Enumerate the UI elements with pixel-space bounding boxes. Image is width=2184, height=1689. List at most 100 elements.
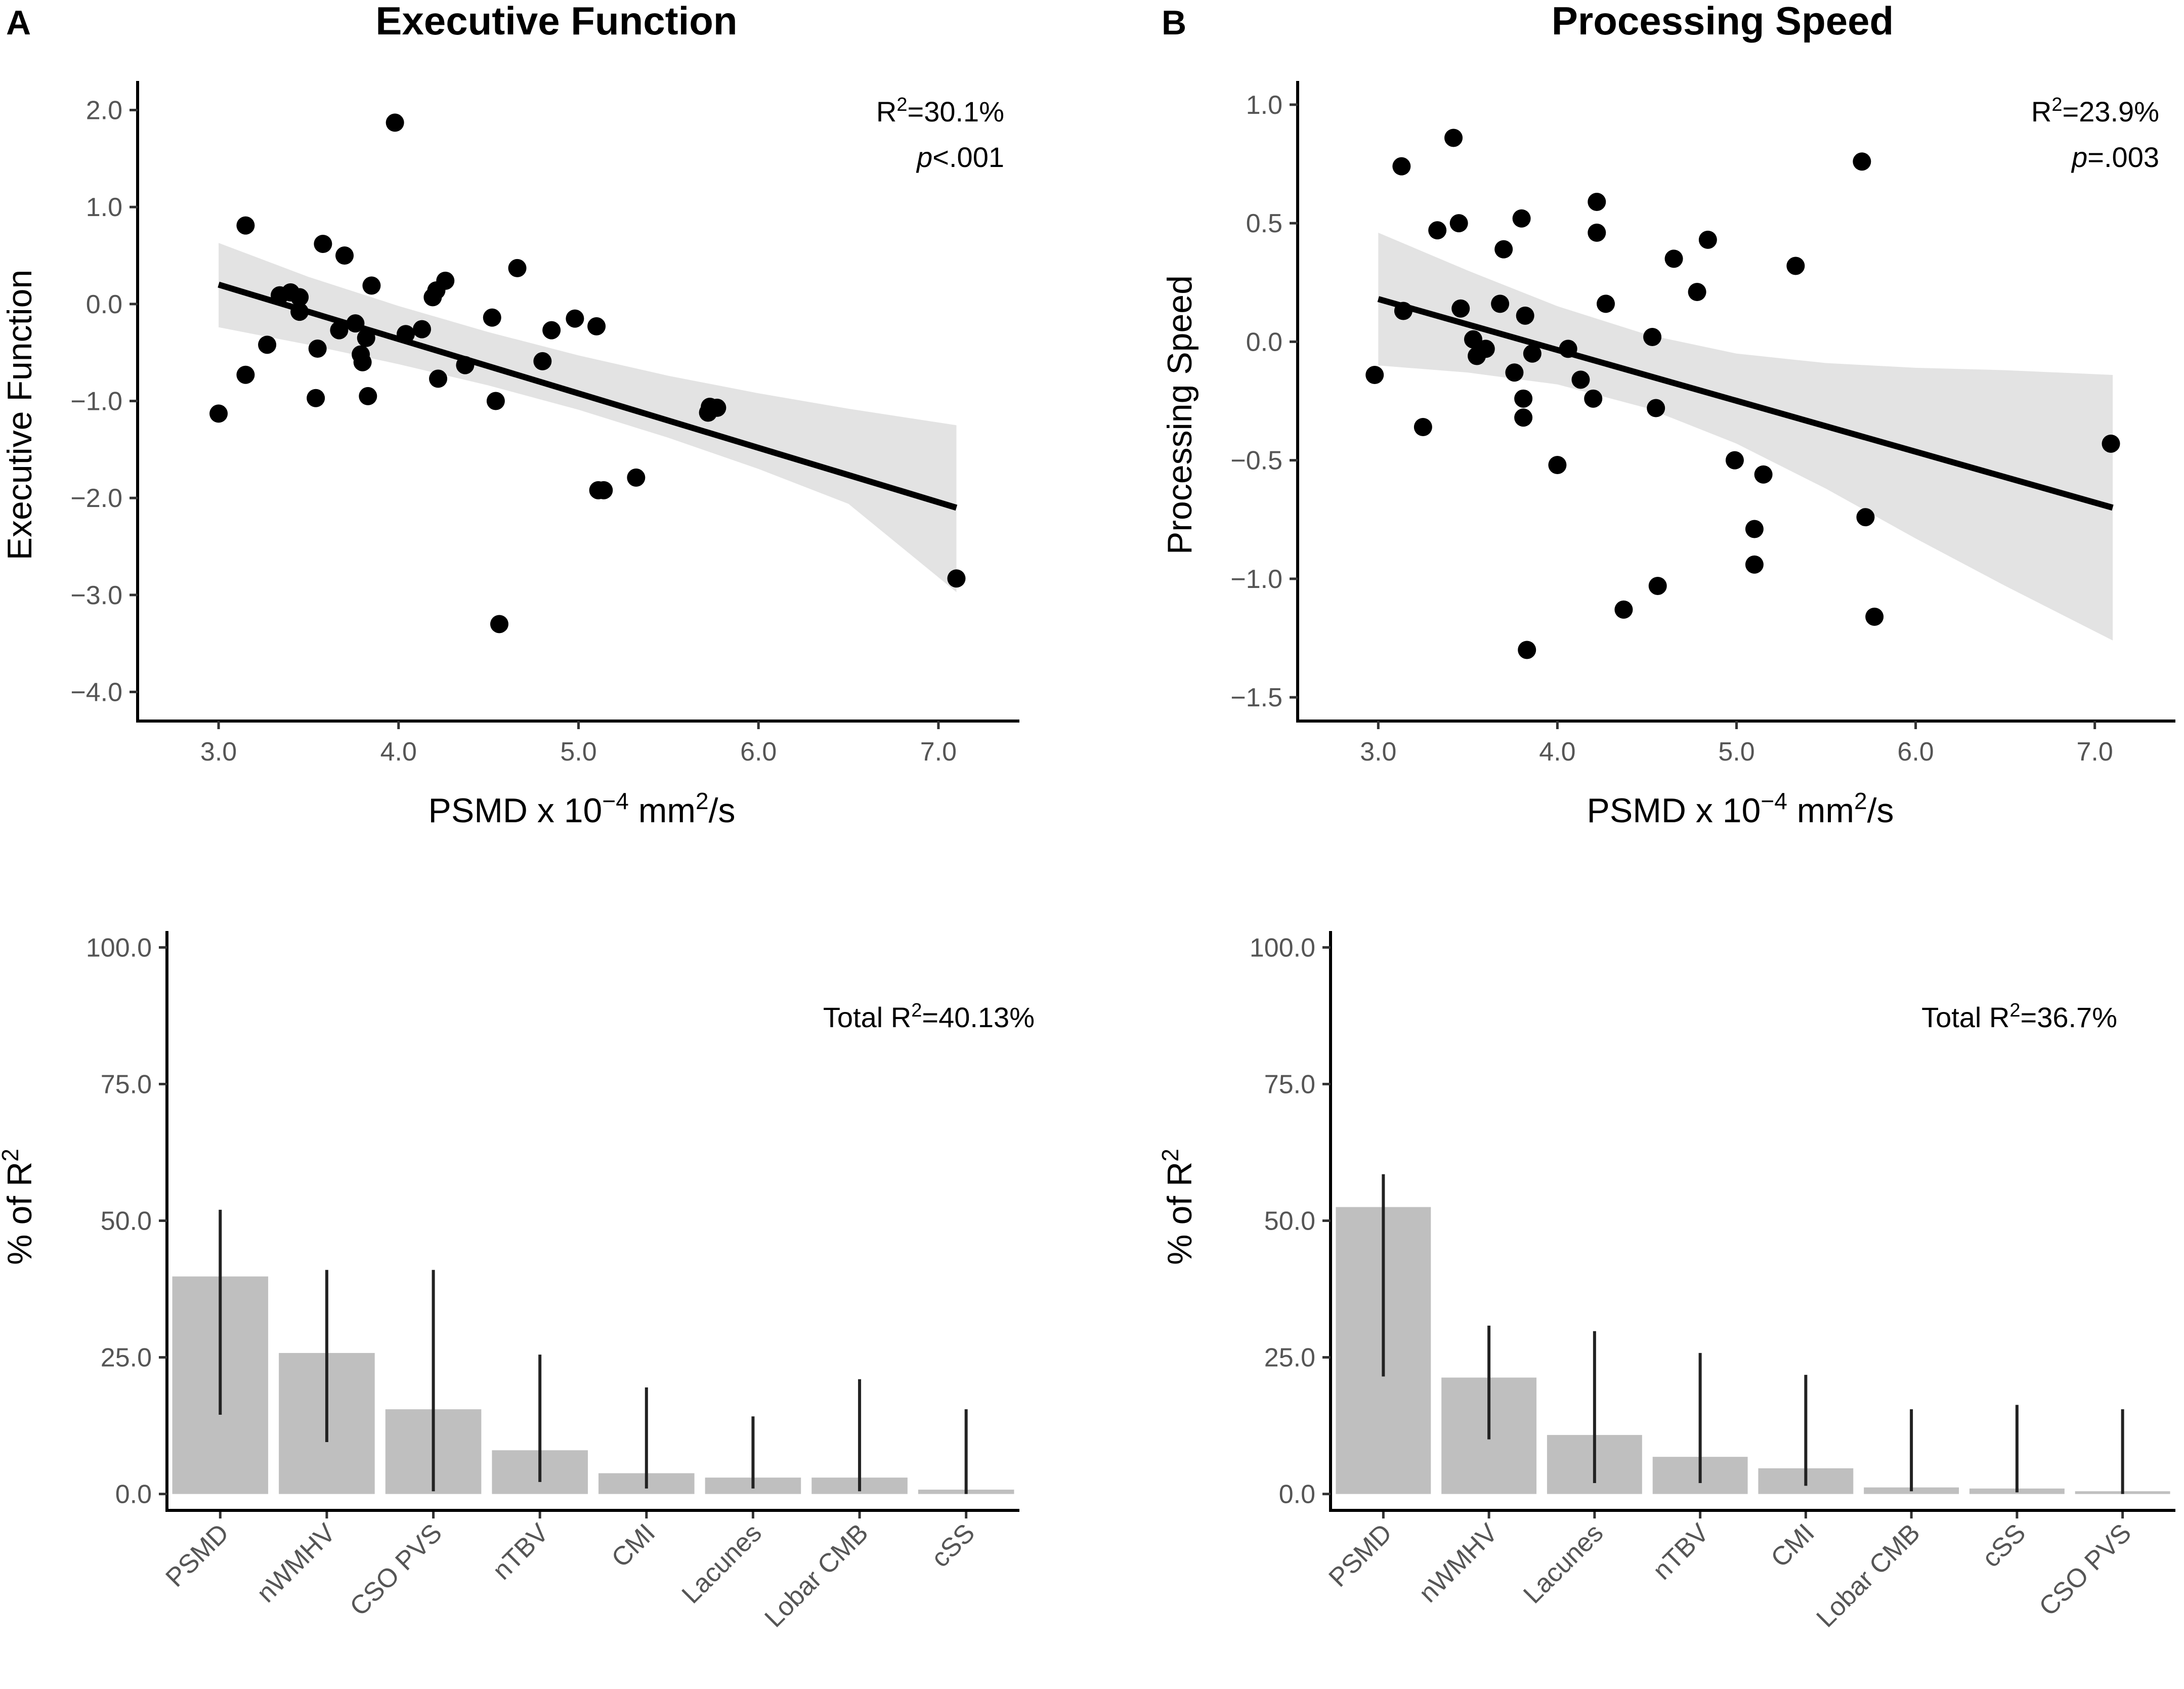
y-tick-label: 2.0 xyxy=(86,96,122,125)
data-point xyxy=(542,321,561,340)
data-point xyxy=(1643,328,1662,346)
x-axis-label-psmd-b: PSMD x 10−4 mm2/s xyxy=(1587,788,1894,830)
data-point xyxy=(708,398,726,417)
data-point xyxy=(236,365,255,384)
data-point xyxy=(1494,240,1513,259)
data-point xyxy=(594,481,613,499)
data-point xyxy=(1476,340,1495,358)
y-tick-label: 0.5 xyxy=(1246,209,1282,238)
axis-lines xyxy=(1296,81,2175,723)
data-point xyxy=(386,113,404,132)
data-point xyxy=(490,615,508,634)
data-point xyxy=(1449,214,1468,233)
data-point xyxy=(1514,408,1533,427)
y-tick-label: 1.0 xyxy=(1246,91,1282,120)
annotation-r2-processing-speed: R2=23.9% xyxy=(2031,94,2159,128)
data-point xyxy=(359,387,377,405)
data-point xyxy=(1856,508,1875,527)
y-axis-label-percent-r2-a: % of R2 xyxy=(0,1149,39,1265)
x-tick-label: 3.0 xyxy=(1360,737,1396,767)
panel-letter-b: B xyxy=(1162,4,1186,42)
data-point xyxy=(1414,418,1432,437)
data-point xyxy=(362,276,381,295)
axis-lines xyxy=(136,81,1019,723)
y-tick-label: 50.0 xyxy=(1264,1207,1315,1236)
data-point xyxy=(429,369,448,388)
data-point xyxy=(1865,607,1884,626)
y-tick-label: 1.0 xyxy=(86,193,122,222)
x-tick-label: 5.0 xyxy=(560,737,596,767)
annotation-p-processing-speed: p=.003 xyxy=(2071,141,2159,173)
data-point xyxy=(209,404,228,423)
data-point xyxy=(1464,330,1482,349)
y-axis-label-processing-speed: Processing Speed xyxy=(1161,275,1199,555)
y-tick-label: 0.0 xyxy=(86,290,122,319)
y-tick-label: 75.0 xyxy=(1264,1070,1315,1099)
y-tick-label: 0.0 xyxy=(1246,327,1282,357)
data-point xyxy=(314,235,332,253)
y-axis-label-percent-r2-b: % of R2 xyxy=(1157,1149,1199,1265)
data-point xyxy=(236,216,255,235)
x-tick-label: 4.0 xyxy=(380,737,417,767)
y-tick-label: −0.5 xyxy=(1230,446,1282,476)
y-tick-label: 0.0 xyxy=(115,1480,152,1509)
regression-line xyxy=(1377,296,2114,511)
x-tick-label: 6.0 xyxy=(740,737,777,767)
data-point xyxy=(1588,223,1606,242)
x-tick-label: 7.0 xyxy=(2077,737,2113,767)
data-point xyxy=(508,259,527,277)
data-point xyxy=(258,335,277,354)
data-point xyxy=(290,288,309,307)
panel-letter-a: A xyxy=(6,4,31,42)
data-point xyxy=(1588,192,1606,211)
data-point xyxy=(1853,152,1871,171)
data-point xyxy=(533,352,552,370)
data-point xyxy=(1725,451,1744,470)
y-tick-label: 100.0 xyxy=(1250,933,1315,962)
data-point xyxy=(307,389,325,407)
y-tick-label: −3.0 xyxy=(70,581,122,610)
data-point xyxy=(1392,157,1411,176)
data-point xyxy=(335,246,354,265)
y-tick-label: −2.0 xyxy=(70,484,122,513)
data-point xyxy=(1444,129,1463,147)
data-point xyxy=(1514,389,1533,408)
data-point xyxy=(1516,306,1534,325)
data-point xyxy=(1451,299,1470,318)
annotation-r2-executive-function: R2=30.1% xyxy=(876,94,1004,128)
x-tick-label: 5.0 xyxy=(1718,737,1754,767)
data-point xyxy=(353,353,372,371)
data-point xyxy=(1365,365,1384,384)
data-point xyxy=(483,308,501,327)
data-point xyxy=(1505,363,1524,382)
annotation-total-r2-a: Total R2=40.13% xyxy=(823,1000,1035,1033)
data-point xyxy=(1584,389,1603,408)
data-point xyxy=(1688,282,1706,301)
data-point xyxy=(1548,456,1567,474)
y-tick-label: 50.0 xyxy=(101,1207,152,1236)
data-point xyxy=(566,309,584,328)
data-point xyxy=(1664,249,1683,268)
data-point xyxy=(947,569,966,588)
annotation-total-r2-b: Total R2=36.7% xyxy=(1921,1000,2117,1033)
data-point xyxy=(1745,555,1764,574)
y-tick-label: 25.0 xyxy=(101,1343,152,1373)
data-point xyxy=(1571,370,1590,389)
data-point xyxy=(308,340,327,358)
data-point xyxy=(1698,230,1717,249)
axis-lines xyxy=(1329,931,2175,1512)
data-point xyxy=(1523,344,1541,363)
data-point xyxy=(1597,294,1615,313)
y-axis-label-executive-function: Executive Function xyxy=(1,270,39,561)
data-point xyxy=(1648,576,1667,595)
y-tick-label: 0.0 xyxy=(1279,1480,1315,1509)
data-point xyxy=(413,320,432,339)
y-tick-label: 100.0 xyxy=(86,933,152,962)
title-executive-function: Executive Function xyxy=(375,0,737,43)
confidence-band xyxy=(1378,232,2113,641)
data-point xyxy=(1518,641,1536,659)
data-point xyxy=(1428,221,1447,240)
data-point xyxy=(1512,209,1531,228)
data-point xyxy=(1491,294,1510,313)
